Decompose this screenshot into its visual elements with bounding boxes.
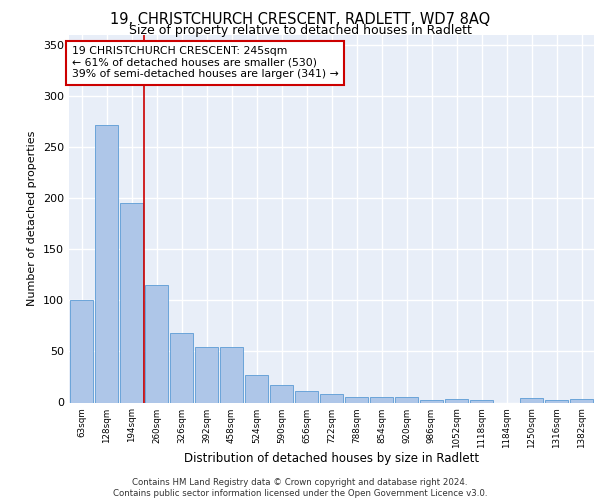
Bar xyxy=(220,348,243,403)
Bar xyxy=(145,285,168,403)
Bar xyxy=(295,392,318,402)
Bar xyxy=(320,394,343,402)
X-axis label: Distribution of detached houses by size in Radlett: Distribution of detached houses by size … xyxy=(184,452,479,466)
Text: 19, CHRISTCHURCH CRESCENT, RADLETT, WD7 8AQ: 19, CHRISTCHURCH CRESCENT, RADLETT, WD7 … xyxy=(110,12,490,28)
Bar xyxy=(70,300,93,402)
Bar xyxy=(270,385,293,402)
Text: 19 CHRISTCHURCH CRESCENT: 245sqm
← 61% of detached houses are smaller (530)
39% : 19 CHRISTCHURCH CRESCENT: 245sqm ← 61% o… xyxy=(71,46,338,79)
Bar xyxy=(520,398,543,402)
Bar xyxy=(545,400,568,402)
Bar xyxy=(120,204,143,402)
Bar xyxy=(245,375,268,402)
Bar xyxy=(395,398,418,402)
Bar xyxy=(470,400,493,402)
Bar xyxy=(195,348,218,403)
Bar xyxy=(345,398,368,402)
Bar xyxy=(445,400,468,402)
Y-axis label: Number of detached properties: Number of detached properties xyxy=(28,131,37,306)
Bar xyxy=(370,398,393,402)
Bar xyxy=(570,400,593,402)
Bar xyxy=(420,400,443,402)
Text: Size of property relative to detached houses in Radlett: Size of property relative to detached ho… xyxy=(128,24,472,37)
Bar xyxy=(170,333,193,402)
Text: Contains HM Land Registry data © Crown copyright and database right 2024.
Contai: Contains HM Land Registry data © Crown c… xyxy=(113,478,487,498)
Bar xyxy=(95,125,118,402)
